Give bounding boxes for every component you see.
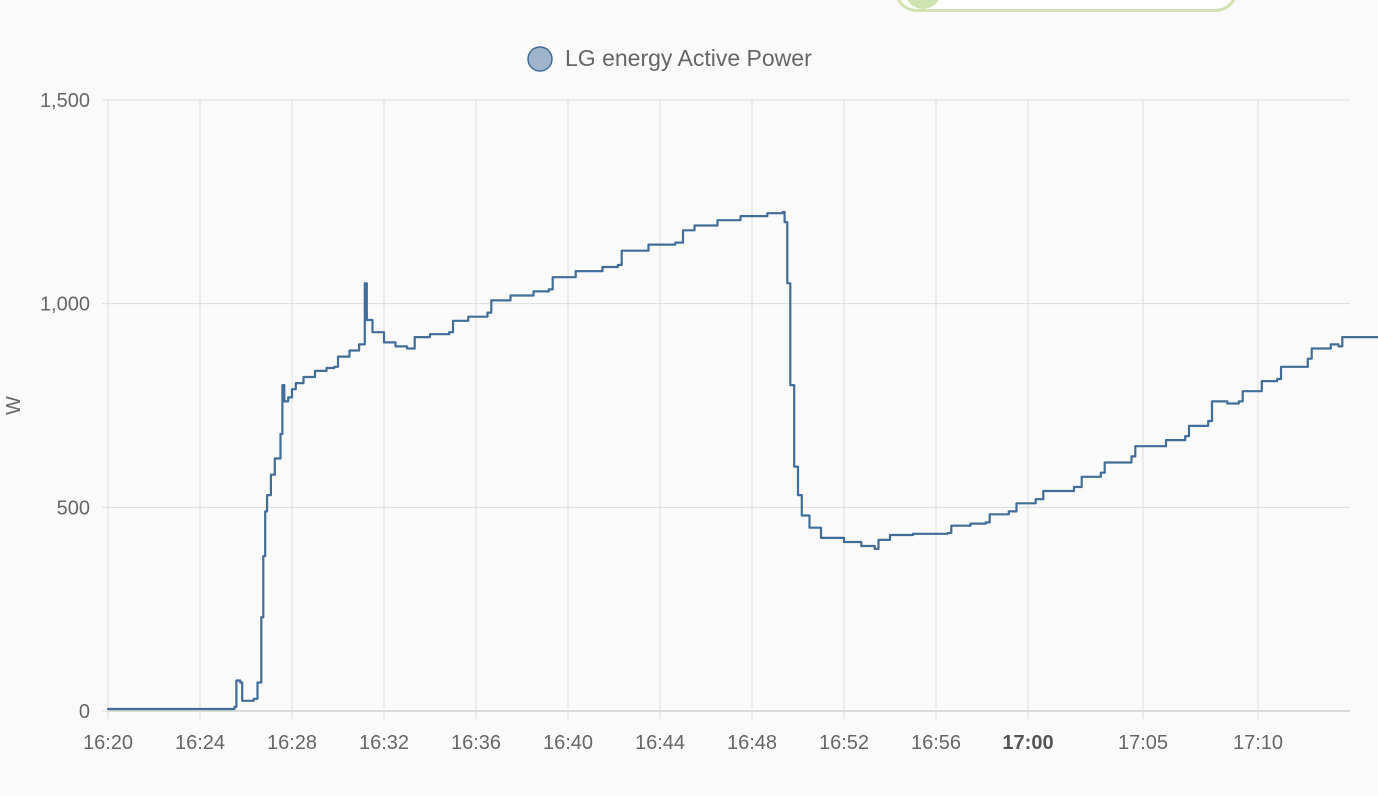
x-tick-label: 17:00 (1002, 732, 1053, 754)
x-tick-label: 16:28 (267, 732, 317, 754)
y-tick-label: 1,000 (40, 294, 90, 316)
y-tick-label: 0 (79, 701, 90, 723)
toggle-switch[interactable] (894, 0, 1238, 12)
y-tick-label: 1,500 (40, 90, 90, 112)
x-tick-label: 16:52 (819, 732, 869, 754)
x-tick-label: 16:40 (543, 732, 593, 754)
x-tick-label: 16:56 (911, 732, 961, 754)
axis-layer: 0 500 1,000 1,500 16:20 16:24 16:28 16:32 16:36 1… (40, 90, 1283, 754)
legend-label[interactable]: LG energy Active Power (565, 45, 812, 71)
series-line[interactable] (106, 210, 1378, 711)
x-tick-label: 16:48 (727, 732, 777, 754)
y-axis-title: W (3, 396, 25, 415)
legend-swatch[interactable] (527, 46, 553, 72)
x-tick-label: 16:32 (359, 732, 409, 754)
x-tick-label: 16:36 (451, 732, 501, 754)
x-tick-label: 16:24 (175, 732, 225, 754)
x-tick-label: 17:10 (1233, 732, 1283, 754)
x-tick-label: 17:05 (1118, 732, 1168, 754)
legend[interactable]: LG energy Active Power (527, 45, 812, 72)
y-tick-label: 500 (57, 497, 90, 519)
toggle-knob[interactable] (905, 0, 941, 9)
x-tick-label: 16:20 (83, 732, 133, 754)
grid-layer (102, 99, 1350, 719)
series-layer (106, 210, 1378, 711)
x-tick-label: 16:44 (635, 732, 685, 754)
